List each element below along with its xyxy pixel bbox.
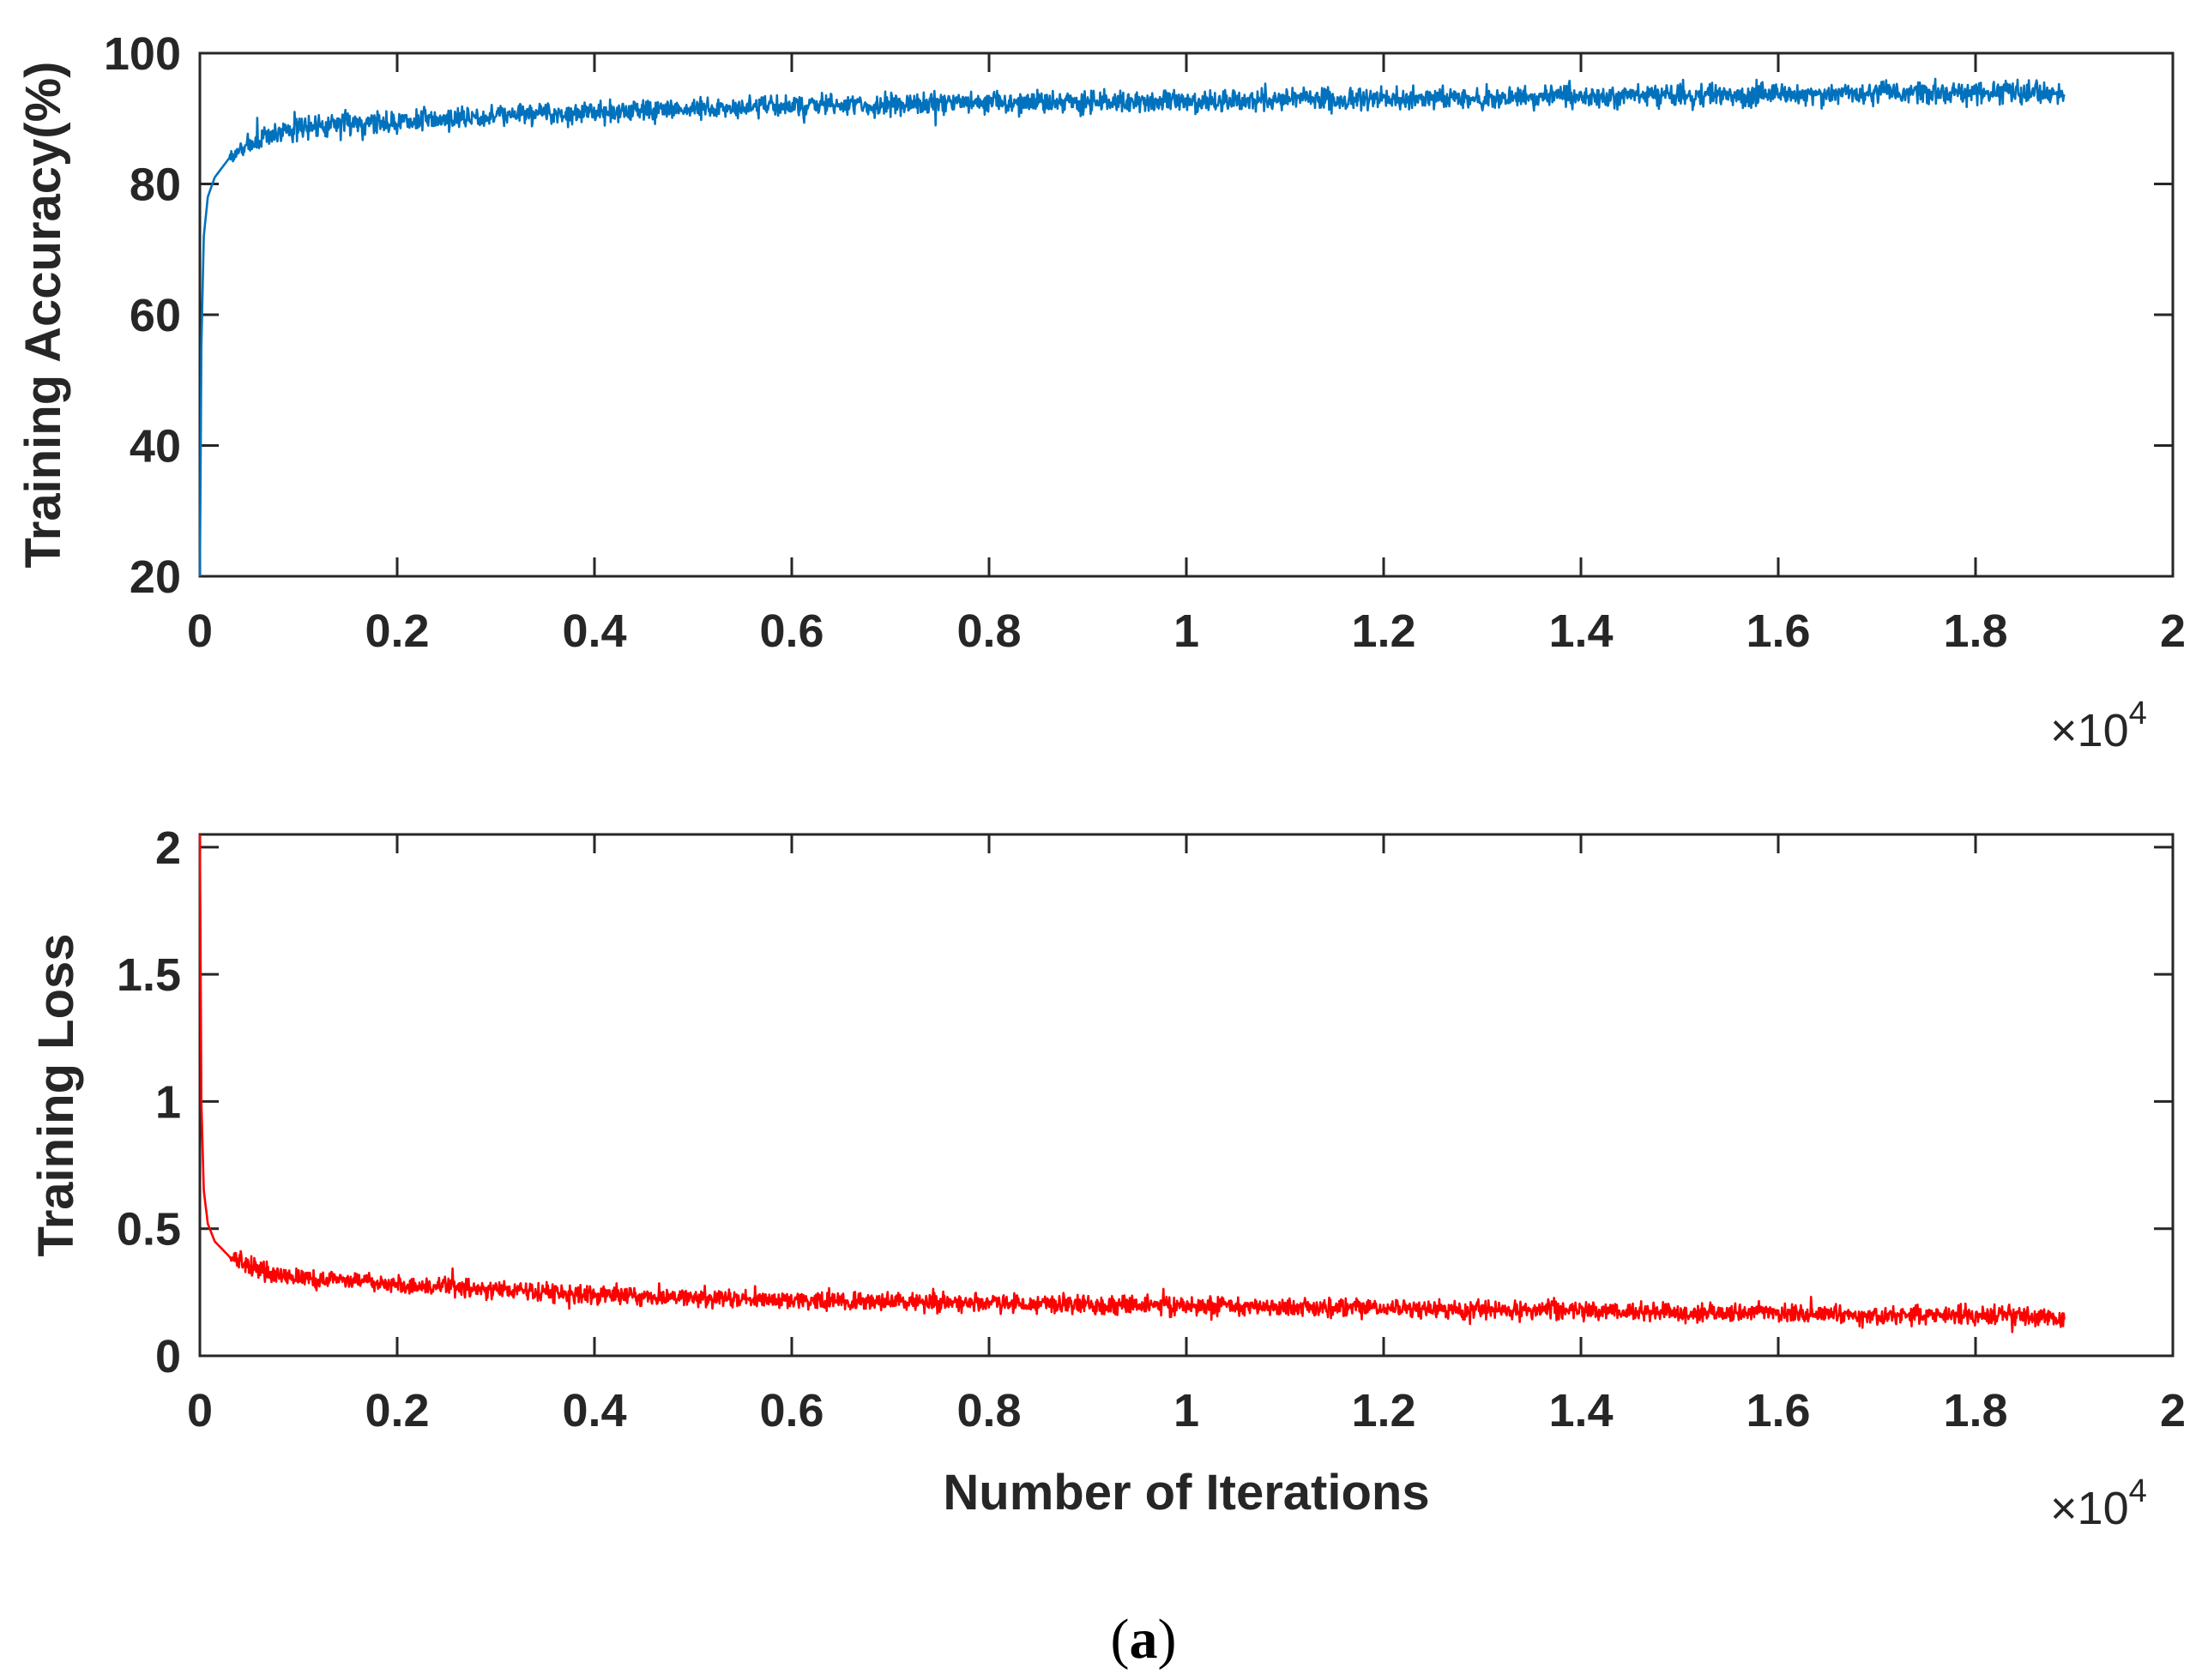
loss-x-tick-label: 1 xyxy=(1173,1385,1199,1436)
accuracy-y-tick-label: 80 xyxy=(130,160,181,211)
accuracy-x-multiplier-base: ×10 xyxy=(2050,705,2129,756)
loss-ticks xyxy=(198,834,2175,1358)
accuracy-x-tick-label: 1.4 xyxy=(1548,605,1613,657)
loss-plot-area xyxy=(198,833,2175,1358)
accuracy-series-layer xyxy=(198,77,2066,577)
accuracy-x-tick-label: 0.2 xyxy=(365,605,429,657)
loss-series-line xyxy=(198,834,2066,1334)
accuracy-x-tick-label: 1.6 xyxy=(1746,605,1810,657)
loss-x-multiplier: ×104 xyxy=(2050,1473,2147,1534)
accuracy-x-tick-label: 0.8 xyxy=(956,605,1021,657)
accuracy-x-multiplier: ×104 xyxy=(2050,695,2147,756)
accuracy-x-tick-label: 1.2 xyxy=(1351,605,1415,657)
accuracy-x-tick-label: 0 xyxy=(187,605,213,657)
loss-x-tick-label: 1.6 xyxy=(1746,1385,1810,1436)
accuracy-y-tick-label: 100 xyxy=(104,28,181,80)
loss-y-tick-label: 0 xyxy=(155,1331,181,1382)
loss-x-tick-labels: 0 0.2 0.4 0.6 0.8 1 1.2 1.4 1.6 1.8 2 xyxy=(187,1385,2186,1436)
loss-chart: 0 0.2 0.4 0.6 0.8 1 1.2 1.4 1.6 1.8 2 0 0.5 1 1.5 2 Tr… xyxy=(28,822,2186,1534)
loss-x-tick-label: 1.4 xyxy=(1548,1385,1613,1436)
loss-y-axis-title: Training Loss xyxy=(28,933,84,1256)
loss-x-tick-label: 2 xyxy=(2160,1385,2186,1436)
accuracy-x-tick-label: 2 xyxy=(2160,605,2186,657)
loss-x-tick-label: 0.6 xyxy=(759,1385,823,1436)
accuracy-series-line xyxy=(198,77,2066,577)
accuracy-x-multiplier-exp: 4 xyxy=(2129,695,2147,732)
accuracy-y-tick-label: 20 xyxy=(130,551,181,603)
accuracy-plot-area xyxy=(198,51,2175,578)
loss-x-tick-label: 0.2 xyxy=(365,1385,429,1436)
accuracy-x-tick-label: 0.4 xyxy=(562,605,626,657)
loss-y-tick-label: 1.5 xyxy=(117,949,181,1001)
loss-x-axis-title: Number of Iterations xyxy=(943,1465,1429,1520)
accuracy-y-tick-labels: 20 40 60 80 100 xyxy=(104,28,181,603)
caption-open-paren: ( xyxy=(1111,1608,1130,1671)
accuracy-chart: 0 0.2 0.4 0.6 0.8 1 1.2 1.4 1.6 1.8 2 20406080100 … xyxy=(15,28,2186,756)
loss-y-tick-label: 1 xyxy=(155,1076,181,1128)
caption-close-paren: ) xyxy=(1158,1608,1177,1671)
accuracy-x-tick-label: 1.8 xyxy=(1943,605,2007,657)
accuracy-x-tick-label: 1 xyxy=(1173,605,1199,657)
loss-x-tick-label: 0 xyxy=(187,1385,213,1436)
loss-y-tick-labels: 0 0.5 1 1.5 2 xyxy=(117,822,181,1382)
accuracy-x-tick-label: 0.6 xyxy=(759,605,823,657)
caption-letter: a xyxy=(1130,1608,1158,1671)
loss-series-layer xyxy=(198,834,2066,1334)
accuracy-y-axis-title: Training Accuracy(%) xyxy=(15,62,71,569)
loss-x-multiplier-base: ×10 xyxy=(2050,1483,2129,1534)
loss-x-multiplier-exp: 4 xyxy=(2129,1473,2147,1509)
loss-y-tick-label: 0.5 xyxy=(117,1204,181,1255)
loss-y-tick-label: 2 xyxy=(155,822,181,874)
figure-caption: (a) xyxy=(1111,1608,1177,1671)
accuracy-x-tick-labels: 0 0.2 0.4 0.6 0.8 1 1.2 1.4 1.6 1.8 2 xyxy=(187,605,2186,657)
accuracy-y-tick-label: 40 xyxy=(130,421,181,473)
loss-x-tick-label: 0.8 xyxy=(956,1385,1021,1436)
accuracy-ticks xyxy=(198,51,2175,578)
accuracy-y-tick-label: 60 xyxy=(130,290,181,341)
loss-x-tick-label: 0.4 xyxy=(562,1385,626,1436)
loss-x-tick-label: 1.2 xyxy=(1351,1385,1415,1436)
loss-x-tick-label: 1.8 xyxy=(1943,1385,2007,1436)
